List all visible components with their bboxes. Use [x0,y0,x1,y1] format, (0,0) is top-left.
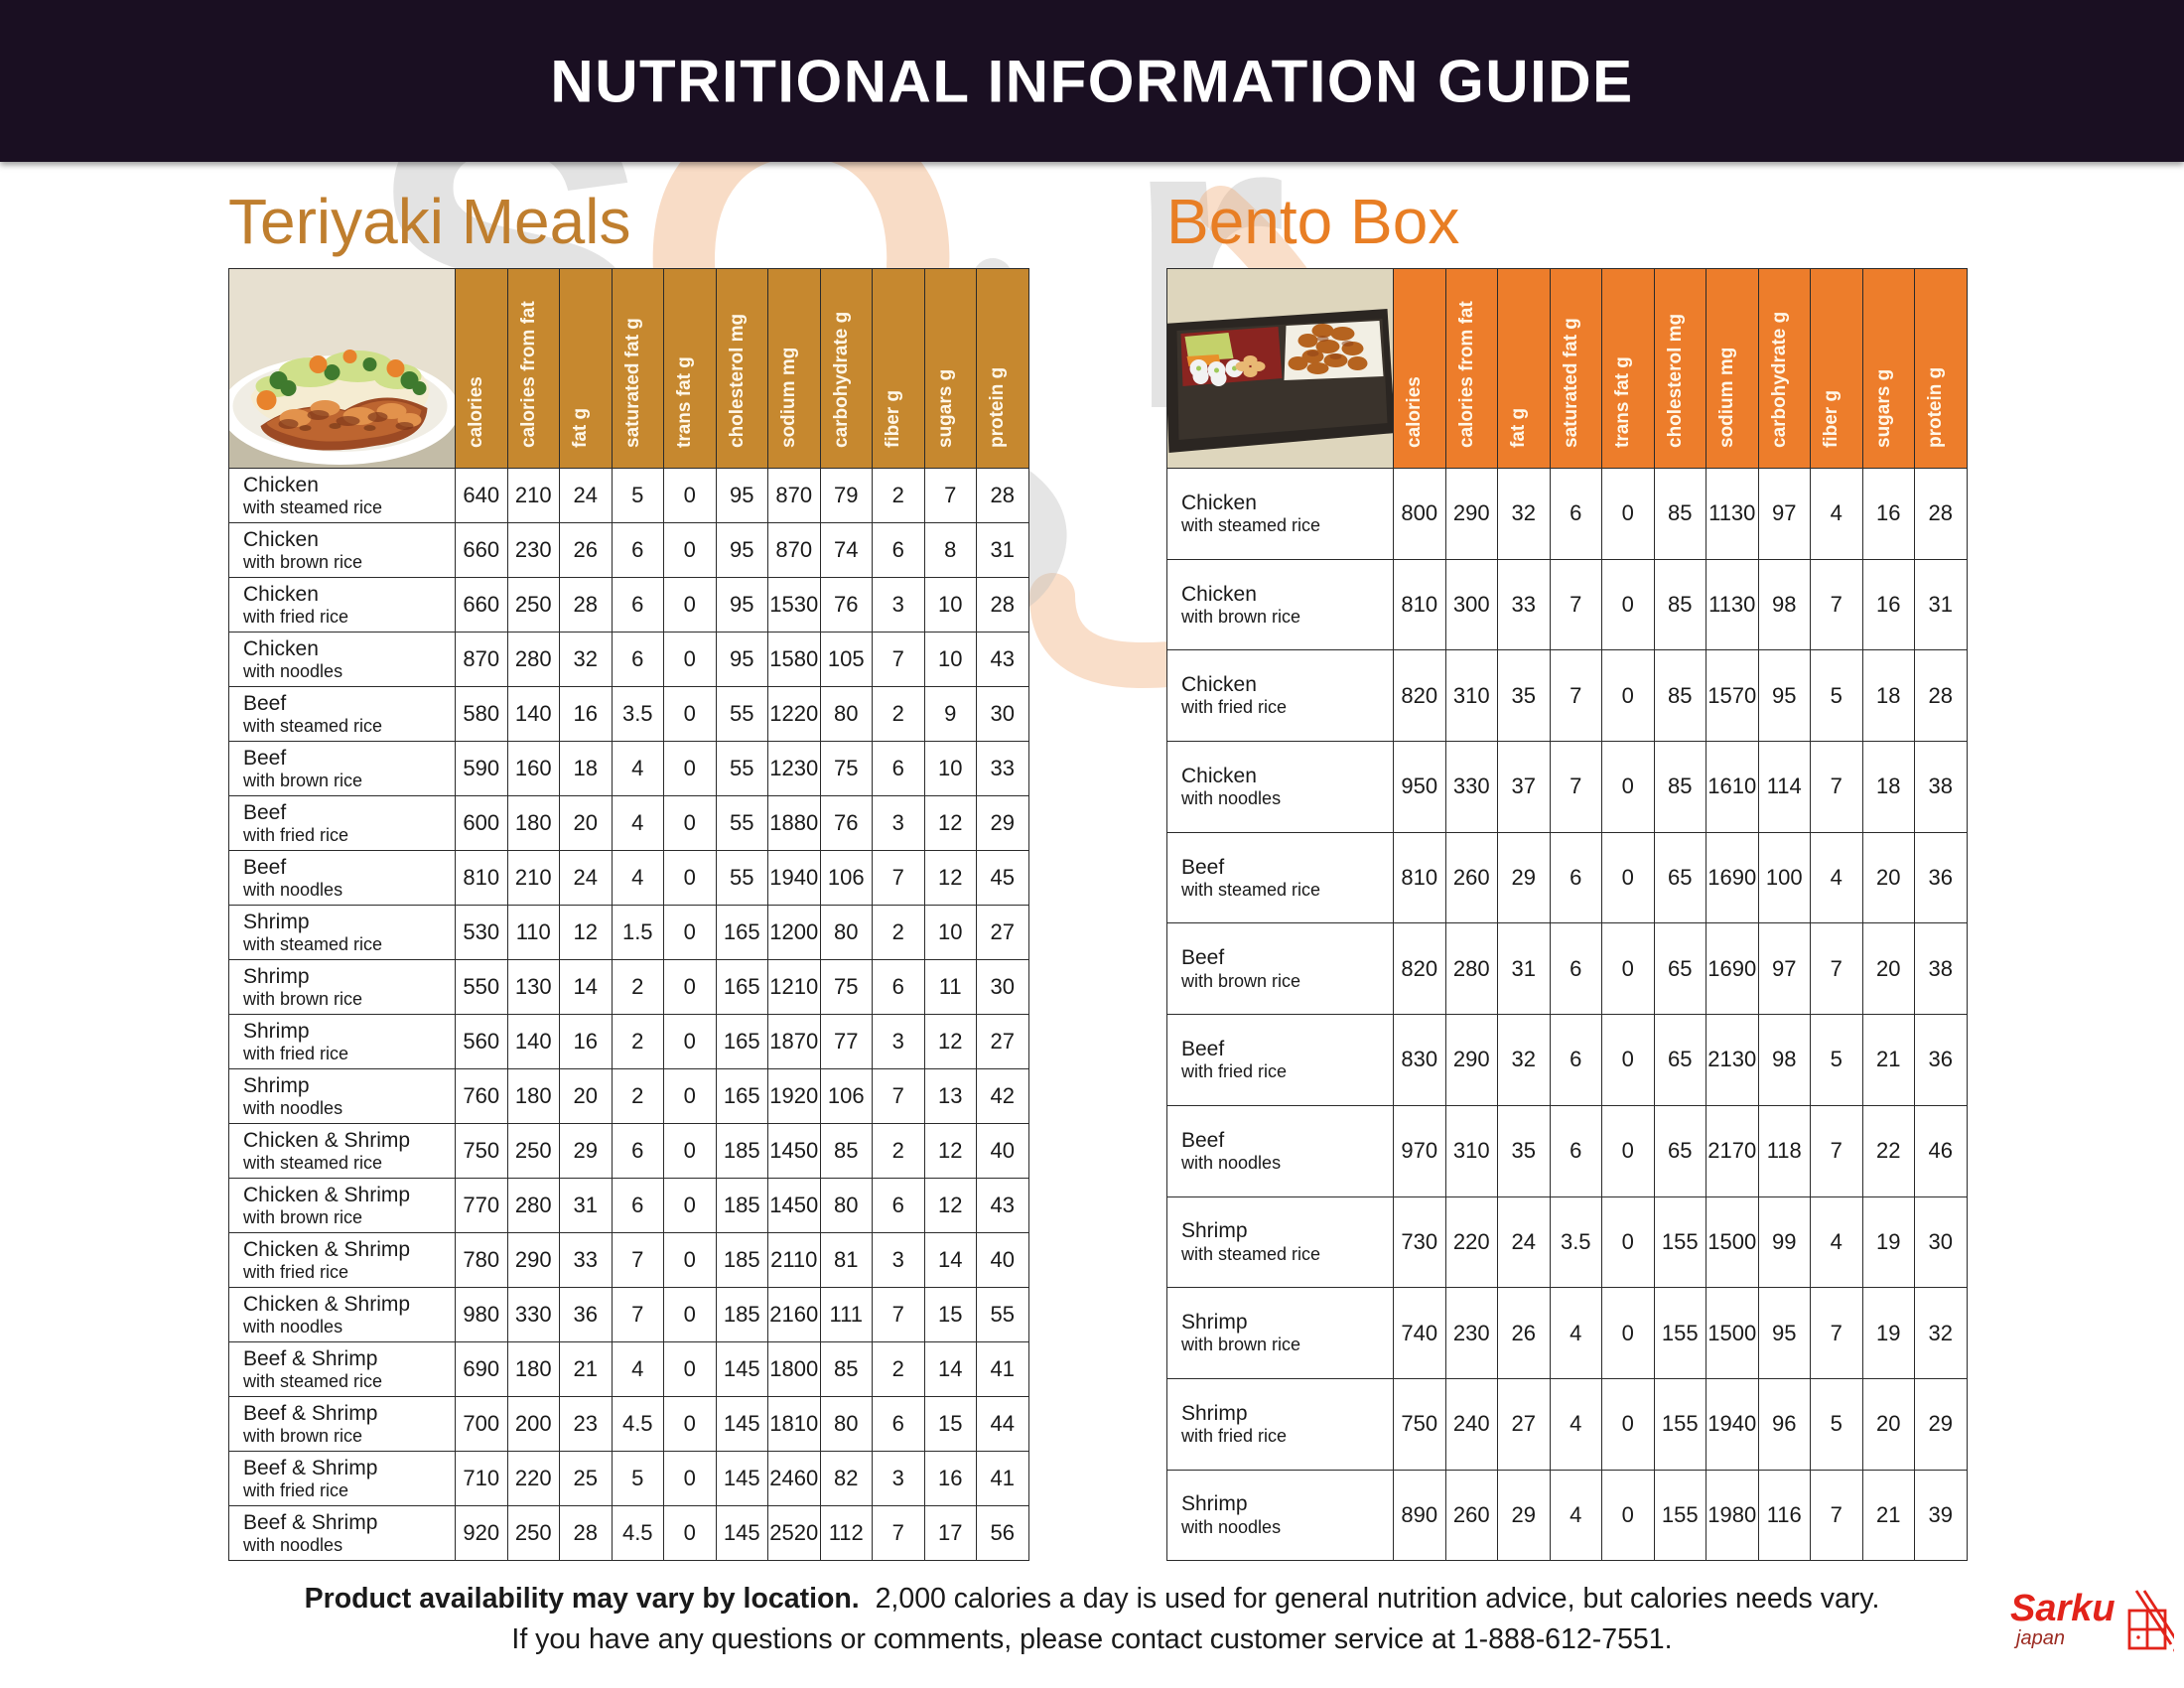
svg-text:trans fat g: trans fat g [1612,356,1633,448]
svg-text:calories from fat: calories from fat [518,301,539,448]
svg-text:saturated fat g: saturated fat g [1561,318,1581,448]
svg-text:calories: calories [1404,376,1425,448]
svg-text:carbohydrate g: carbohydrate g [831,312,852,448]
svg-text:protein g: protein g [987,367,1008,448]
svg-text:trans fat g: trans fat g [674,356,695,448]
svg-text:fat g: fat g [570,408,591,448]
svg-text:sugars g: sugars g [935,369,956,448]
svg-text:saturated fat g: saturated fat g [622,318,643,448]
svg-text:sodium mg: sodium mg [778,348,799,448]
svg-text:cholesterol mg: cholesterol mg [1665,314,1686,448]
svg-text:cholesterol mg: cholesterol mg [727,314,748,448]
svg-text:calories: calories [466,376,486,448]
svg-text:fiber g: fiber g [883,390,903,448]
svg-text:fat g: fat g [1508,408,1529,448]
svg-text:carbohydrate g: carbohydrate g [1769,312,1790,448]
svg-text:fiber g: fiber g [1821,390,1842,448]
svg-text:sodium mg: sodium mg [1716,348,1737,448]
svg-text:protein g: protein g [1925,367,1946,448]
svg-text:sugars g: sugars g [1873,369,1894,448]
svg-text:calories from fat: calories from fat [1456,301,1477,448]
